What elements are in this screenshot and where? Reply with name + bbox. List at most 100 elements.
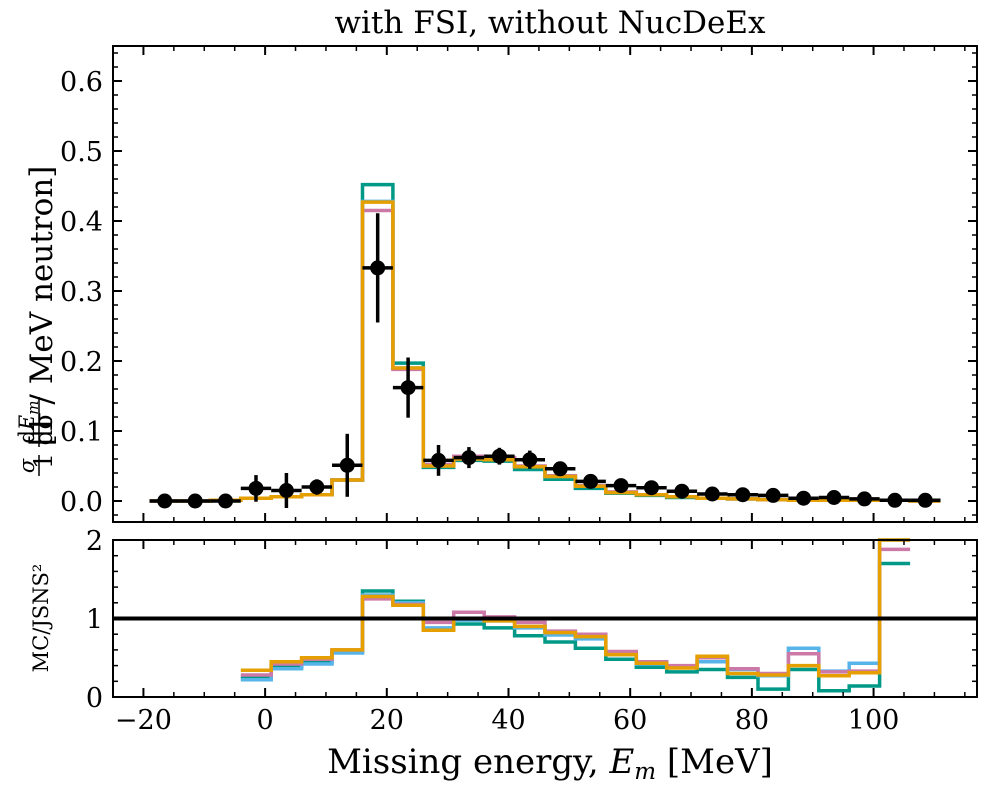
- ratio-y-tick-labels: 0 1 2: [86, 526, 103, 714]
- data-point: [179, 493, 211, 509]
- data-point: [605, 478, 637, 494]
- x-label-suffix: [MeV]: [656, 742, 773, 782]
- data-marker: [552, 461, 568, 477]
- data-marker: [461, 450, 477, 466]
- data-point: [910, 492, 941, 508]
- data-marker: [583, 473, 599, 489]
- ratio-y-tick-label: 2: [86, 526, 103, 557]
- top-axis-ticks: [112, 46, 977, 522]
- data-point: [271, 473, 302, 508]
- data-marker: [796, 490, 812, 506]
- top-y-axis-label: 1 dσ [1 / MeV neutron]: [24, 166, 60, 469]
- top-y-tick-labels: 0.0 0.1 0.2 0.3 0.4 0.5 0.6: [60, 67, 103, 518]
- data-point: [392, 357, 424, 418]
- top-y-axis-label-den: σ dEm: [15, 397, 42, 476]
- data-marker: [613, 478, 629, 494]
- mc-series-sky: [149, 199, 941, 503]
- mc-series-pink: [149, 208, 941, 503]
- ratio-series-sky: [240, 538, 911, 682]
- data-point: [332, 433, 363, 497]
- y-frac-den2-var: E: [15, 415, 39, 431]
- data-marker: [248, 480, 264, 496]
- data-point: [636, 480, 667, 496]
- data-marker: [917, 492, 933, 508]
- top-panel: 0.00.10.20.30.40.50.6 1 dσ [1 / MeV neut…: [15, 45, 978, 523]
- top-mc-series: [149, 182, 941, 503]
- data-marker: [826, 490, 842, 505]
- data-point: [362, 213, 393, 323]
- x-tick-label: 100: [848, 705, 900, 736]
- x-label-var: E: [608, 742, 634, 782]
- data-marker: [431, 452, 447, 468]
- x-axis-label: Missing energy, Em [MeV]: [327, 742, 773, 785]
- data-marker: [309, 479, 325, 495]
- x-tick-label: 40: [491, 705, 525, 736]
- data-point: [727, 487, 758, 503]
- data-marker: [370, 260, 386, 276]
- ratio-series-pink: [240, 547, 911, 677]
- data-point: [240, 475, 272, 502]
- ratio-axis-ticks: [112, 539, 977, 698]
- y-frac-den2-sub: m: [24, 400, 42, 414]
- data-marker: [856, 491, 872, 507]
- y-frac-den: σ: [15, 458, 39, 473]
- data-marker: [491, 448, 507, 464]
- y-frac-den2-prefix: d: [15, 430, 39, 443]
- data-marker: [735, 487, 751, 503]
- ratio-series-teal: [240, 561, 911, 693]
- y-tick-label: 0.1: [60, 417, 103, 448]
- svg-text:dσ: dσ: [29, 412, 58, 445]
- data-marker: [522, 452, 538, 468]
- y-tick-label: 0.4: [60, 207, 103, 238]
- data-point: [484, 447, 515, 465]
- data-point: [849, 491, 880, 507]
- ratio-y-axis-label: MC/JSNS²: [29, 564, 53, 673]
- data-point: [423, 445, 454, 476]
- x-tick-label: −20: [115, 705, 172, 736]
- ratio-y-tick-label: 1: [86, 605, 103, 636]
- data-marker: [704, 486, 720, 502]
- data-marker: [765, 487, 781, 503]
- ratio-panel: 0 1 2 −20 0 20 40 60 80 100 MC/JSNS²: [29, 526, 978, 736]
- mc-series-teal: [149, 182, 941, 503]
- data-marker: [400, 380, 416, 396]
- data-marker: [278, 483, 294, 498]
- data-marker: [157, 493, 173, 509]
- svg-text:dEm: dEm: [15, 400, 42, 443]
- y-tick-label: 0.6: [60, 67, 103, 98]
- data-point: [514, 450, 545, 469]
- ratio-series-orange: [240, 538, 911, 678]
- y-tick-label: 0.3: [60, 277, 103, 308]
- y-tick-label: 0.5: [60, 137, 103, 168]
- data-point: [666, 483, 698, 499]
- top-plot-frame: [112, 45, 978, 523]
- data-point: [757, 487, 789, 503]
- x-label-sub: m: [634, 759, 656, 785]
- data-point: [879, 492, 911, 508]
- data-point: [788, 490, 819, 506]
- data-marker: [339, 457, 355, 473]
- x-label-prefix: Missing energy,: [327, 742, 609, 782]
- x-tick-label: 0: [257, 705, 274, 736]
- data-marker: [674, 483, 690, 499]
- data-point: [545, 461, 576, 477]
- y-tick-label: 0.2: [60, 347, 103, 378]
- x-tick-label: 20: [370, 705, 404, 736]
- data-marker: [887, 492, 903, 508]
- ratio-mc-series: [240, 538, 911, 693]
- ratio-y-tick-label: 0: [86, 683, 103, 714]
- x-tick-labels: −20 0 20 40 60 80 100: [115, 705, 899, 736]
- x-tick-label: 60: [613, 705, 647, 736]
- data-point: [301, 479, 333, 495]
- y-frac-num2: dσ: [29, 412, 58, 445]
- data-point: [818, 490, 850, 505]
- data-points: [149, 213, 941, 509]
- data-marker: [218, 493, 234, 509]
- y-frac-num: 1: [29, 453, 58, 469]
- chart-title: with FSI, without NucDeEx: [334, 5, 766, 41]
- data-point: [453, 447, 485, 469]
- data-point: [697, 486, 728, 502]
- data-point: [210, 493, 241, 509]
- data-marker: [187, 493, 203, 509]
